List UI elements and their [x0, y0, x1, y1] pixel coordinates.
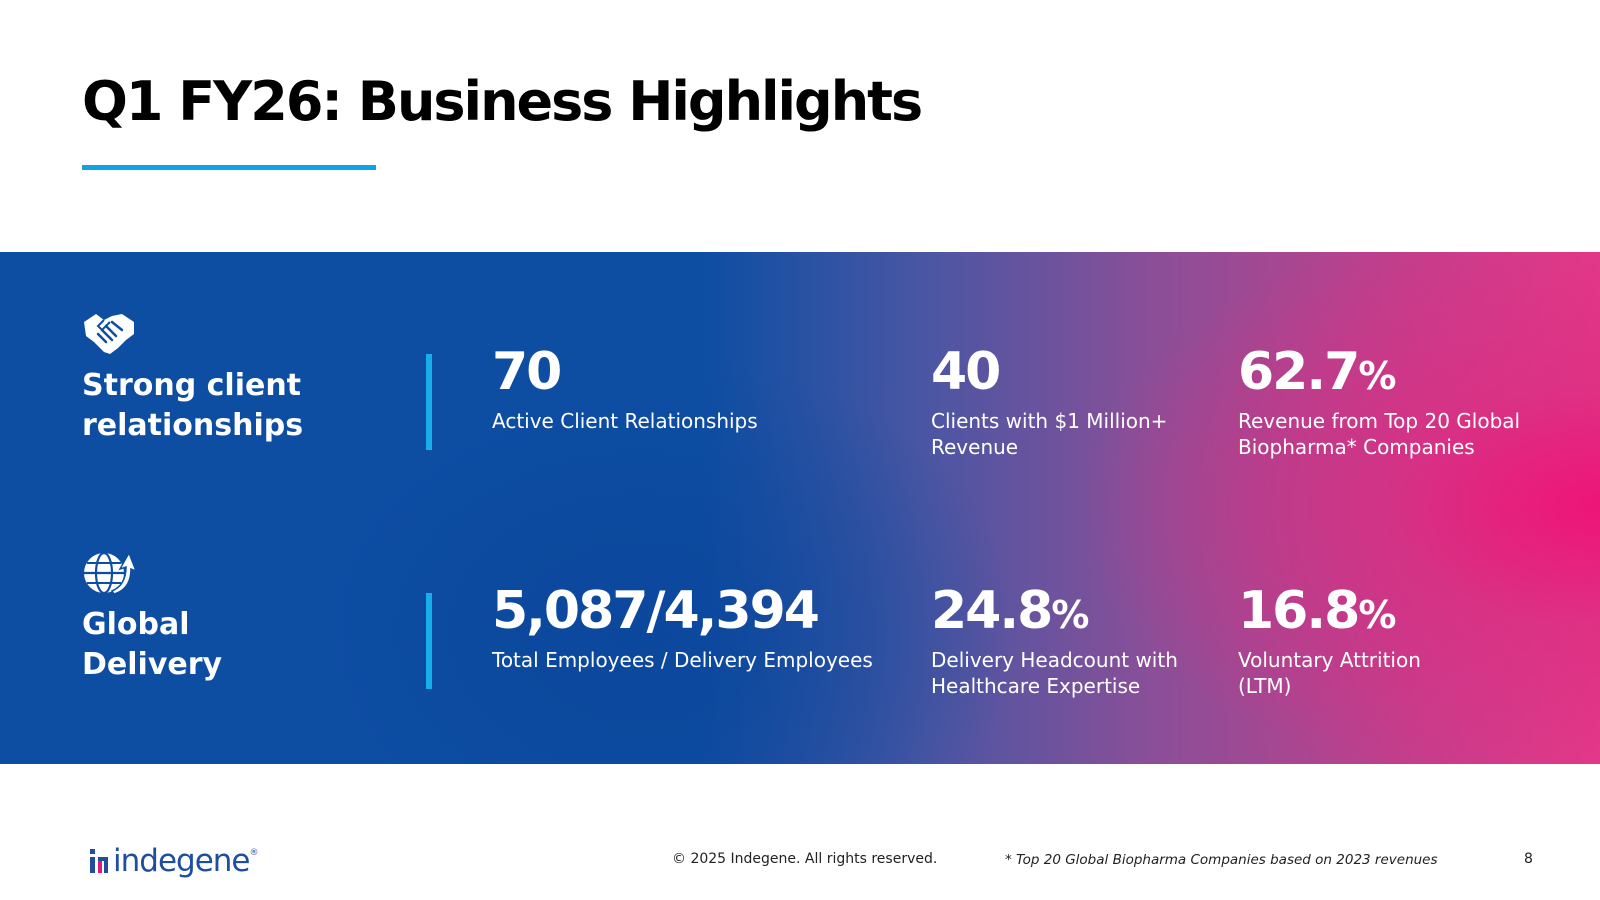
global-delivery-heading: Global Delivery — [82, 605, 382, 685]
metric-top20-revenue: 62.7% Revenue from Top 20 Global Biopharm… — [1238, 342, 1520, 460]
metric-value: 70 — [492, 342, 758, 406]
metric-value: 62.7% — [1238, 342, 1520, 406]
metric-value: 40 — [931, 342, 1167, 406]
row-divider — [426, 354, 432, 450]
metric-label-line: Biopharma* Companies — [1238, 435, 1475, 459]
metric-unit: % — [1358, 354, 1397, 398]
handshake-icon — [82, 308, 136, 358]
globe-growth-icon — [82, 547, 138, 597]
logo-trademark: ® — [249, 848, 259, 858]
logo-text: indegene — [113, 843, 250, 879]
metric-label-line: Active Client Relationships — [492, 409, 758, 433]
heading-line: Strong client — [82, 368, 302, 403]
metric-value: 16.8% — [1238, 581, 1421, 645]
metric-label: Active Client Relationships — [492, 408, 758, 434]
page-title: Q1 FY26: Business Highlights — [82, 70, 923, 133]
metric-number: 70 — [492, 342, 562, 402]
metric-label: Revenue from Top 20 Global Biopharma* Com… — [1238, 408, 1520, 460]
metric-label: Voluntary Attrition (LTM) — [1238, 647, 1421, 699]
metric-label-line: Clients with $1 Million+ — [931, 409, 1168, 433]
metric-unit: % — [1051, 593, 1090, 637]
metric-number: 62.7 — [1238, 342, 1360, 402]
metric-number: 40 — [931, 342, 1001, 402]
metric-active-clients: 70 Active Client Relationships — [492, 342, 758, 434]
band-shading — [0, 252, 1600, 764]
metric-label-line: Revenue from Top 20 Global — [1238, 409, 1521, 433]
copyright-notice: © 2025 Indegene. All rights reserved. — [672, 851, 938, 867]
highlights-band: Strong client relationships 70 Active Cl… — [0, 252, 1600, 764]
heading-line: Delivery — [82, 647, 223, 682]
footnote: * Top 20 Global Biopharma Companies base… — [1005, 852, 1438, 868]
metric-label-line: Healthcare Expertise — [931, 674, 1141, 698]
metric-healthcare-headcount: 24.8% Delivery Headcount with Healthcare … — [931, 581, 1178, 699]
metric-attrition: 16.8% Voluntary Attrition (LTM) — [1238, 581, 1421, 699]
indegene-logo: indegene® — [90, 836, 258, 878]
logo-mark-icon — [90, 846, 112, 873]
metric-label-line: (LTM) — [1238, 674, 1292, 698]
metric-label: Delivery Headcount with Healthcare Expert… — [931, 647, 1178, 699]
metric-label-line: Total Employees / Delivery Employees — [492, 648, 873, 672]
metric-label-line: Delivery Headcount with — [931, 648, 1178, 672]
page-number: 8 — [1524, 851, 1533, 867]
metric-value: 24.8% — [931, 581, 1178, 645]
metric-label-line: Revenue — [931, 435, 1019, 459]
row-divider — [426, 593, 432, 689]
client-relationships-heading: Strong client relationships — [82, 366, 382, 446]
metric-unit: % — [1358, 593, 1397, 637]
metric-label: Total Employees / Delivery Employees — [492, 647, 873, 673]
metric-label: Clients with $1 Million+ Revenue — [931, 408, 1167, 460]
metric-number: 16.8 — [1238, 581, 1360, 641]
metric-million-clients: 40 Clients with $1 Million+ Revenue — [931, 342, 1167, 460]
metric-number: 24.8 — [931, 581, 1053, 641]
heading-line: relationships — [82, 408, 304, 443]
metric-number: 5,087/4,394 — [492, 581, 820, 641]
metric-employees: 5,087/4,394 Total Employees / Delivery E… — [492, 581, 873, 673]
metric-label-line: Voluntary Attrition — [1238, 648, 1421, 672]
heading-line: Global — [82, 607, 190, 642]
title-underline — [82, 165, 376, 170]
metric-value: 5,087/4,394 — [492, 581, 873, 645]
